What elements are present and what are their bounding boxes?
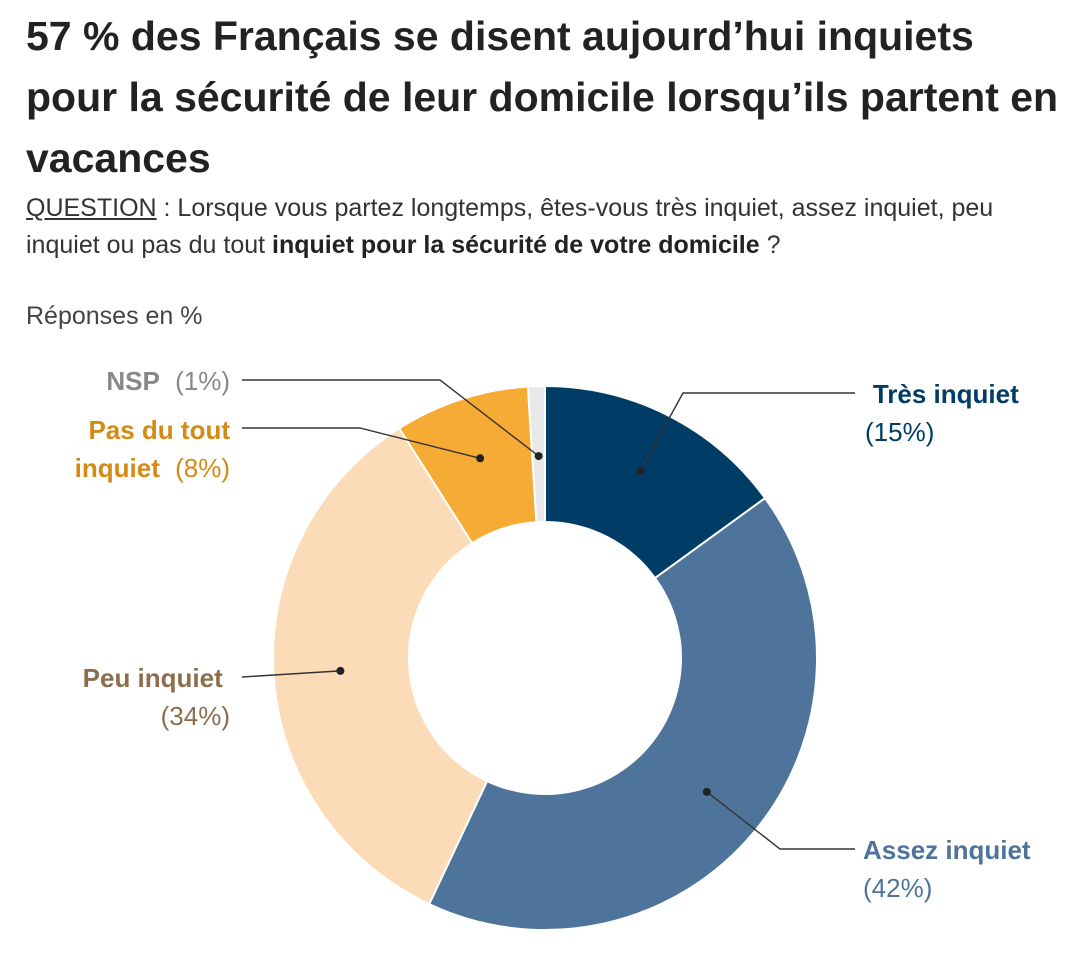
unit-label: Réponses en %: [26, 302, 203, 330]
leader-dot-pasdutout: [476, 454, 485, 463]
label-nsp: NSP (1%): [106, 366, 230, 396]
label-tres-inquiet: Très inquiet (15%): [865, 379, 1026, 447]
leader-dot-peu: [336, 666, 345, 675]
chart-title: 57 % des Français se disent aujourd’hui …: [26, 13, 1059, 181]
label-pas-du-tout-value: (8%): [175, 453, 230, 483]
question-separator: :: [156, 194, 178, 222]
label-nsp-name: NSP: [106, 366, 159, 396]
label-pas-du-tout-line2: inquiet (8%): [75, 453, 230, 483]
label-assez-name: Assez inquiet: [863, 835, 1031, 865]
leader-dot-nsp: [534, 452, 543, 461]
slice-assez: [427, 496, 818, 931]
label-assez-value: (42%): [863, 873, 932, 903]
question-text: QUESTION : Lorsque vous partez longtemps…: [26, 190, 1071, 264]
question-bold: inquiet pour la sécurité de votre domici…: [272, 231, 760, 259]
label-tres-name: Très inquiet: [873, 379, 1019, 409]
label-peu-inquiet: Peu inquiet (34%): [83, 663, 230, 731]
donut-slices: [272, 384, 818, 931]
slice-tres: [544, 384, 767, 580]
label-nsp-value: (1%): [175, 366, 230, 396]
leader-line-tres: [639, 392, 855, 472]
leader-line-nsp: [242, 379, 540, 457]
label-pas-du-tout-name-line1: Pas du tout: [88, 415, 230, 445]
label-tres-value: (15%): [865, 417, 934, 447]
leader-line-peu: [241, 670, 341, 678]
question-body: Lorsque vous partez longtemps, êtes-vous…: [26, 194, 994, 259]
leader-line-pasdutout: [242, 427, 481, 459]
question-end: ?: [759, 231, 781, 259]
slice-peu: [272, 426, 489, 906]
leader-dot-assez: [702, 787, 711, 796]
leader-line-assez: [706, 791, 855, 850]
label-assez-inquiet: Assez inquiet (42%): [863, 835, 1038, 903]
label-pas-du-tout-name-line2: inquiet: [75, 453, 161, 483]
question-label: QUESTION: [26, 194, 157, 222]
leader-dot-tres: [636, 466, 645, 475]
leader-lines: [241, 379, 855, 850]
label-peu-value: (34%): [161, 701, 230, 731]
label-pas-du-tout-inquiet: Pas du tout: [88, 415, 230, 445]
label-peu-name: Peu inquiet: [83, 663, 223, 693]
